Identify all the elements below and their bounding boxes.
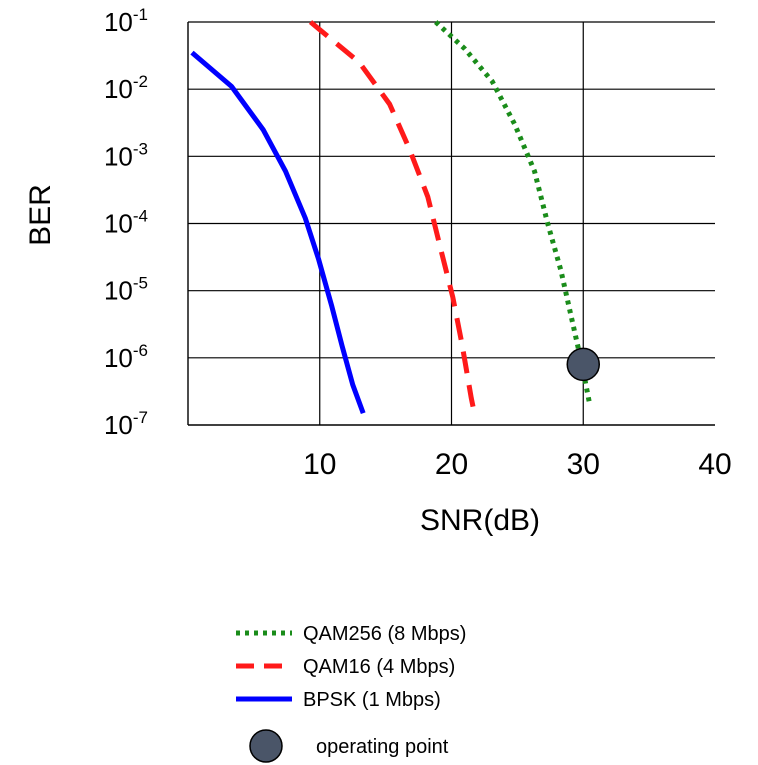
series-line-bpsk-1-mbps xyxy=(190,50,366,415)
legend: QAM256 (8 Mbps) QAM16 (4 Mbps) BPSK (1 Mbp… xyxy=(236,623,466,763)
y-tick-label: 10-7 xyxy=(104,408,148,440)
y-axis-title: BER xyxy=(24,184,57,246)
legend-entry: BPSK (1 Mbps) xyxy=(236,689,441,711)
operating-point-marker xyxy=(566,347,600,382)
x-tick-label: 30 xyxy=(567,448,600,481)
series-line-qam256-8-mbps xyxy=(434,20,593,406)
series-group xyxy=(190,20,593,418)
legend-label: BPSK (1 Mbps) xyxy=(303,689,441,711)
y-tick-label: 10-4 xyxy=(104,207,148,239)
grid xyxy=(188,22,715,425)
x-tick-label: 40 xyxy=(698,448,731,481)
legend-entry: QAM16 (4 Mbps) xyxy=(236,656,455,678)
y-tick-label: 10-3 xyxy=(104,139,148,171)
y-tick-label: 10-1 xyxy=(104,5,148,37)
legend-marker-swatch xyxy=(249,729,283,763)
x-tick-label: 20 xyxy=(435,448,468,481)
x-tick-label: 10 xyxy=(303,448,336,481)
axes xyxy=(187,21,715,426)
x-tick-labels: 10 20 30 40 xyxy=(303,448,732,481)
y-tick-label: 10-5 xyxy=(104,274,148,306)
x-axis-title: SNR(dB) xyxy=(420,504,540,537)
legend-entry: operating point xyxy=(249,729,449,763)
y-tick-label: 10-2 xyxy=(104,72,148,104)
legend-entry: QAM256 (8 Mbps) xyxy=(236,623,466,645)
y-tick-label: 10-6 xyxy=(104,341,148,373)
operating-point-marker-group xyxy=(566,347,600,382)
legend-label: QAM256 (8 Mbps) xyxy=(303,623,466,645)
series-line-qam16-4-mbps xyxy=(308,20,478,418)
legend-label: QAM16 (4 Mbps) xyxy=(303,656,455,678)
legend-label: operating point xyxy=(316,736,449,758)
y-tick-labels: 10-1 10-2 10-3 10-4 10-5 10-6 10-7 xyxy=(104,5,148,440)
